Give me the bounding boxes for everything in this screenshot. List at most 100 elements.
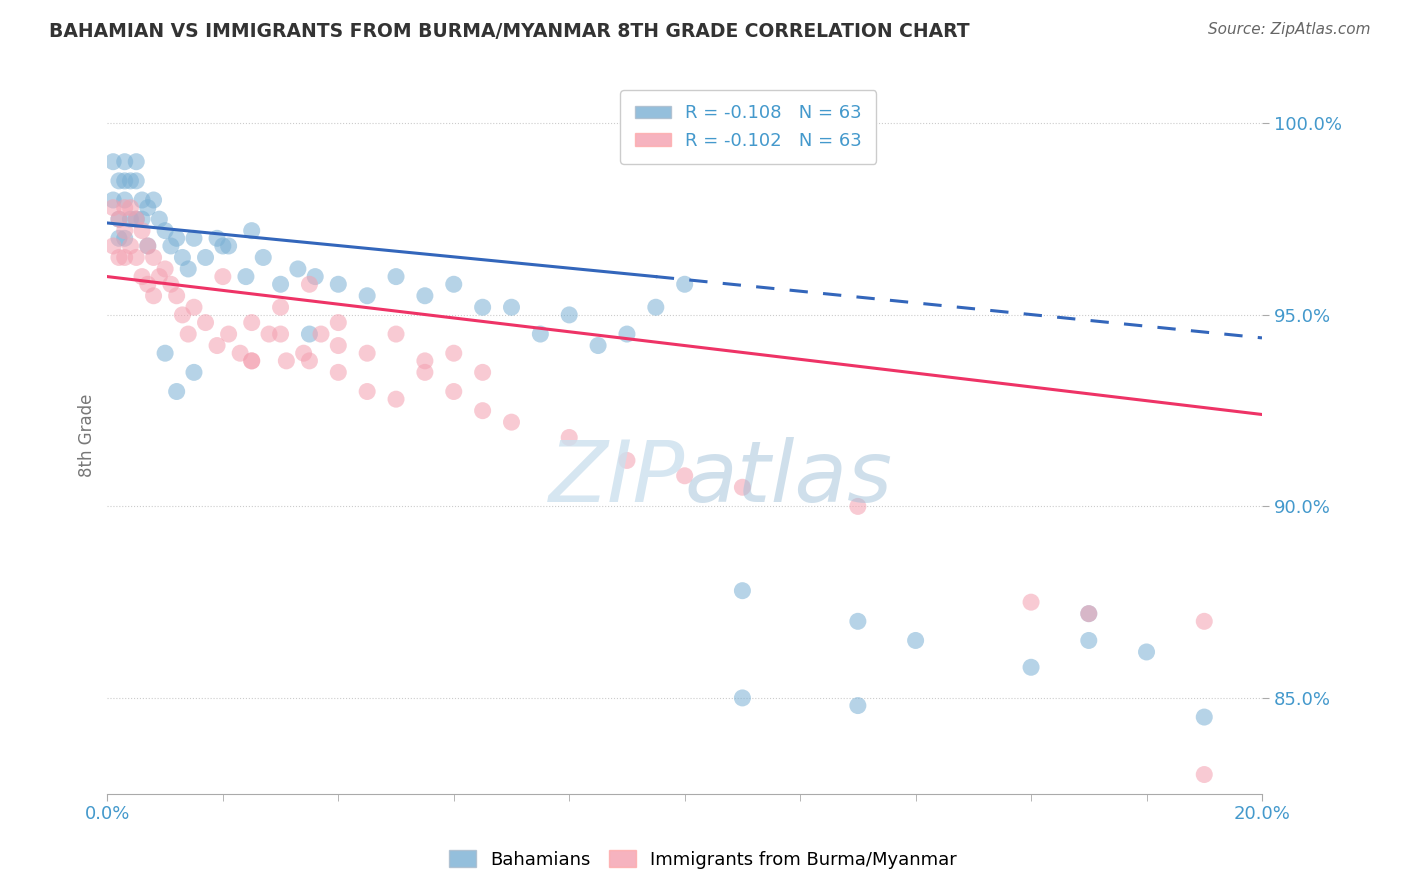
Point xyxy=(356,346,378,360)
Point xyxy=(616,453,638,467)
Point xyxy=(240,354,263,368)
Point xyxy=(1019,595,1042,609)
Point xyxy=(240,316,263,330)
Point xyxy=(142,193,165,207)
Point xyxy=(108,174,131,188)
Legend: Bahamians, Immigrants from Burma/Myanmar: Bahamians, Immigrants from Burma/Myanmar xyxy=(441,843,965,876)
Point xyxy=(287,262,309,277)
Point xyxy=(413,354,436,368)
Text: atlas: atlas xyxy=(685,437,893,520)
Point xyxy=(125,154,148,169)
Point xyxy=(131,212,153,227)
Point xyxy=(131,269,153,284)
Point xyxy=(108,212,131,227)
Point xyxy=(616,327,638,342)
Point xyxy=(644,300,666,314)
Point xyxy=(120,212,142,227)
Point xyxy=(240,224,263,238)
Point xyxy=(101,239,124,253)
Point xyxy=(846,615,869,629)
Point xyxy=(501,415,523,429)
Point xyxy=(1077,607,1099,621)
Point xyxy=(304,269,326,284)
Point xyxy=(108,212,131,227)
Point xyxy=(385,392,408,407)
Point xyxy=(136,201,159,215)
Point xyxy=(153,224,176,238)
Point xyxy=(101,201,124,215)
Point xyxy=(108,231,131,245)
Point xyxy=(846,698,869,713)
Point xyxy=(298,327,321,342)
Point xyxy=(218,239,240,253)
Point xyxy=(328,316,350,330)
Point xyxy=(136,239,159,253)
Point xyxy=(1194,615,1216,629)
Point xyxy=(114,251,136,265)
Point xyxy=(443,384,465,399)
Point xyxy=(328,277,350,292)
Point xyxy=(270,300,292,314)
Point xyxy=(471,403,494,417)
Point xyxy=(443,346,465,360)
Point xyxy=(160,277,183,292)
Point xyxy=(257,327,280,342)
Legend: R = -0.108   N = 63, R = -0.102   N = 63: R = -0.108 N = 63, R = -0.102 N = 63 xyxy=(620,90,876,164)
Point xyxy=(1077,607,1099,621)
Point xyxy=(125,212,148,227)
Text: BAHAMIAN VS IMMIGRANTS FROM BURMA/MYANMAR 8TH GRADE CORRELATION CHART: BAHAMIAN VS IMMIGRANTS FROM BURMA/MYANMA… xyxy=(49,22,970,41)
Point xyxy=(101,193,124,207)
Point xyxy=(673,277,696,292)
Point xyxy=(385,327,408,342)
Point xyxy=(270,277,292,292)
Point xyxy=(309,327,332,342)
Point xyxy=(131,193,153,207)
Point xyxy=(328,338,350,352)
Point xyxy=(120,201,142,215)
Point xyxy=(166,384,188,399)
Point xyxy=(328,365,350,379)
Point xyxy=(160,239,183,253)
Point xyxy=(501,300,523,314)
Point xyxy=(183,365,205,379)
Point xyxy=(166,289,188,303)
Point xyxy=(172,251,194,265)
Point xyxy=(731,480,754,494)
Point xyxy=(229,346,252,360)
Point xyxy=(586,338,609,352)
Point xyxy=(235,269,257,284)
Point xyxy=(153,262,176,277)
Point xyxy=(125,251,148,265)
Point xyxy=(1019,660,1042,674)
Point xyxy=(356,384,378,399)
Text: ZIP: ZIP xyxy=(548,437,685,520)
Point xyxy=(471,365,494,379)
Point xyxy=(136,277,159,292)
Point xyxy=(114,154,136,169)
Point xyxy=(142,289,165,303)
Point xyxy=(385,269,408,284)
Point xyxy=(218,327,240,342)
Point xyxy=(673,468,696,483)
Point xyxy=(211,239,233,253)
Point xyxy=(166,231,188,245)
Point xyxy=(1077,633,1099,648)
Point xyxy=(194,316,217,330)
Point xyxy=(211,269,233,284)
Point xyxy=(114,224,136,238)
Point xyxy=(205,338,228,352)
Point xyxy=(413,289,436,303)
Point xyxy=(558,308,581,322)
Point xyxy=(205,231,228,245)
Point xyxy=(153,346,176,360)
Point xyxy=(846,500,869,514)
Point xyxy=(1135,645,1157,659)
Point xyxy=(177,327,200,342)
Point xyxy=(904,633,927,648)
Y-axis label: 8th Grade: 8th Grade xyxy=(79,394,96,477)
Point xyxy=(276,354,298,368)
Point xyxy=(194,251,217,265)
Point xyxy=(731,583,754,598)
Point xyxy=(142,251,165,265)
Point xyxy=(298,277,321,292)
